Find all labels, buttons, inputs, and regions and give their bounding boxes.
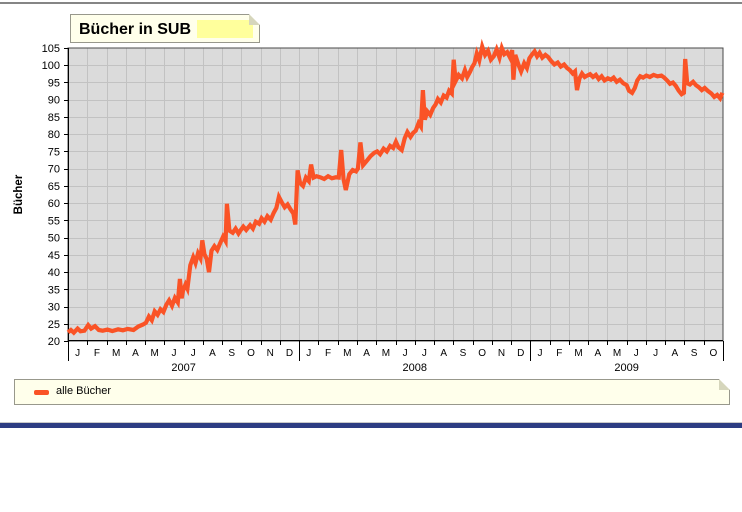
month-label: N bbox=[498, 348, 505, 359]
month-label: F bbox=[556, 348, 562, 359]
month-label: A bbox=[440, 348, 447, 359]
month-label: S bbox=[691, 348, 698, 359]
legend-label: alle Bücher bbox=[56, 385, 112, 397]
year-label: 2007 bbox=[171, 362, 195, 374]
y-tick-label: 65 bbox=[48, 181, 60, 193]
top-divider bbox=[0, 2, 742, 4]
plot-area bbox=[68, 48, 723, 341]
month-label: A bbox=[132, 348, 139, 359]
gridlines bbox=[68, 48, 723, 341]
month-label: O bbox=[478, 348, 486, 359]
legend-line-swatch bbox=[34, 390, 49, 395]
bottom-divider bbox=[0, 422, 742, 428]
month-label: M bbox=[343, 348, 351, 359]
y-tick-label: 105 bbox=[42, 43, 60, 55]
y-tick-label: 60 bbox=[48, 198, 60, 210]
month-label: A bbox=[594, 348, 601, 359]
y-tick-label: 95 bbox=[48, 77, 60, 89]
month-label: N bbox=[267, 348, 274, 359]
line-chart: 20 25 30 35 40 45 50 55 60 65 70 75 80 85 90 95 100 105 J F… bbox=[13, 38, 725, 374]
chart-title: Bücher in SUB bbox=[79, 21, 192, 38]
month-label: F bbox=[94, 348, 100, 359]
month-label: D bbox=[286, 348, 293, 359]
y-tick-label: 35 bbox=[48, 284, 60, 296]
month-label: M bbox=[382, 348, 390, 359]
month-label: J bbox=[191, 348, 196, 359]
y-tick-label: 100 bbox=[42, 60, 60, 72]
month-label: M bbox=[151, 348, 159, 359]
month-label: A bbox=[363, 348, 370, 359]
chart-title-box: Bücher in SUB bbox=[70, 14, 260, 43]
month-label: J bbox=[171, 348, 176, 359]
month-label: M bbox=[613, 348, 621, 359]
y-tick-label: 20 bbox=[48, 336, 60, 348]
year-label: 2008 bbox=[403, 362, 427, 374]
month-label: A bbox=[672, 348, 679, 359]
month-label: M bbox=[112, 348, 120, 359]
y-axis-title: Bücher bbox=[13, 174, 25, 214]
y-tick-label: 75 bbox=[48, 146, 60, 158]
month-label: J bbox=[653, 348, 658, 359]
month-label: D bbox=[517, 348, 524, 359]
y-tick-label: 50 bbox=[48, 233, 60, 245]
y-axis-labels: 20 25 30 35 40 45 50 55 60 65 70 75 80 85 90 95 100 105 bbox=[42, 43, 60, 348]
y-tick-label: 80 bbox=[48, 129, 60, 141]
year-label: 2009 bbox=[614, 362, 638, 374]
month-label: M bbox=[574, 348, 582, 359]
year-separators bbox=[68, 341, 724, 361]
series-alle-b-cher bbox=[66, 38, 725, 336]
month-label: J bbox=[634, 348, 639, 359]
y-tick-label: 55 bbox=[48, 215, 60, 227]
month-label: J bbox=[403, 348, 408, 359]
y-tick-label: 30 bbox=[48, 302, 60, 314]
month-label: S bbox=[228, 348, 235, 359]
y-tick-label: 70 bbox=[48, 164, 60, 176]
month-label: F bbox=[325, 348, 331, 359]
month-label: J bbox=[306, 348, 311, 359]
month-label: S bbox=[460, 348, 467, 359]
y-tick-label: 90 bbox=[48, 95, 60, 107]
month-label: A bbox=[209, 348, 216, 359]
month-label: J bbox=[537, 348, 542, 359]
title-highlight-box bbox=[197, 20, 254, 38]
month-label: J bbox=[422, 348, 427, 359]
month-label: O bbox=[709, 348, 717, 359]
month-label: O bbox=[247, 348, 255, 359]
month-label: J bbox=[75, 348, 80, 359]
y-tick-label: 85 bbox=[48, 112, 60, 124]
y-tick-label: 45 bbox=[48, 250, 60, 262]
y-tick-label: 40 bbox=[48, 267, 60, 279]
legend: alle Bücher bbox=[14, 379, 730, 405]
y-tick-label: 25 bbox=[48, 319, 60, 331]
